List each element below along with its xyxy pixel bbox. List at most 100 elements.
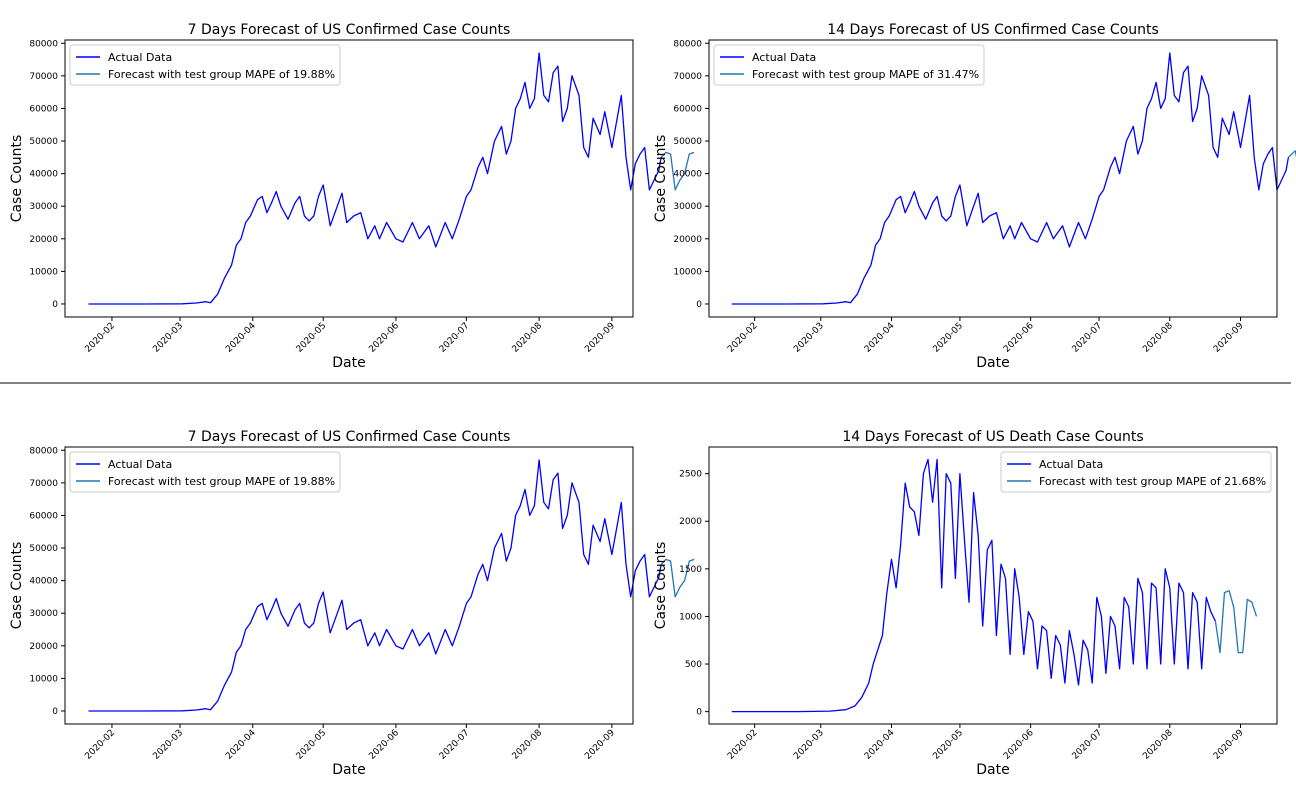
legend: Actual Data Forecast with test group MAPE…	[69, 44, 341, 86]
legend-box	[713, 44, 985, 86]
x-tick-label: 2020-09	[583, 728, 617, 762]
x-axis-label: Date	[976, 762, 1009, 778]
y-tick-label: 60000	[29, 104, 58, 114]
y-tick-label: 70000	[29, 72, 58, 82]
chart-title: 14 Days Forecast of US Death Case Counts	[842, 429, 1143, 445]
chart-panel: 0 10000 20000 30000 40000 50000 60000 70000 8000…	[9, 22, 695, 371]
x-tick-label: 2020-08	[1141, 321, 1175, 355]
x-tick-label: 2020-08	[1141, 728, 1175, 762]
y-tick-label: 20000	[29, 642, 58, 652]
x-axis-label: Date	[332, 355, 365, 371]
x-tick-label: 2020-04	[224, 728, 258, 762]
chart-title: 7 Days Forecast of US Confirmed Case Cou…	[188, 429, 511, 445]
plot-frame	[64, 446, 634, 725]
x-tick-label: 2020-06	[1002, 728, 1036, 762]
y-tick-label: 40000	[673, 170, 702, 180]
y-tick-label: 10000	[29, 267, 58, 277]
y-tick-label: 40000	[29, 577, 58, 587]
plot-frame	[64, 39, 634, 318]
x-tick-label: 2020-05	[931, 728, 965, 762]
x-tick-label: 2020-05	[295, 321, 329, 355]
legend: Actual Data Forecast with test group MAPE…	[69, 451, 341, 493]
y-tick-label: 40000	[29, 170, 58, 180]
x-tick-label: 2020-08	[511, 321, 545, 355]
x-tick-label: 2020-03	[151, 321, 185, 355]
y-tick-label: 80000	[29, 446, 58, 456]
y-tick-label: 30000	[29, 202, 58, 212]
x-tick-label: 2020-07	[438, 728, 472, 762]
series-line-actual	[731, 458, 1216, 713]
y-tick-label: 2500	[679, 470, 702, 480]
legend-entry: Actual Data	[1039, 458, 1103, 471]
x-tick-label: 2020-09	[1212, 728, 1246, 762]
series-line-actual	[88, 459, 662, 712]
series-line-forecast	[1287, 150, 1296, 158]
legend: Actual Data Forecast with test group MAPE…	[713, 44, 985, 86]
x-tick-label: 2020-03	[792, 728, 826, 762]
legend-box	[1000, 451, 1272, 493]
series-line-forecast	[660, 558, 695, 598]
y-tick-label: 30000	[29, 609, 58, 619]
x-tick-label: 2020-08	[511, 728, 545, 762]
x-tick-label: 2020-02	[726, 321, 760, 355]
y-tick-label: 20000	[673, 235, 702, 245]
plot-frame	[708, 446, 1278, 725]
x-tick-label: 2020-06	[367, 728, 401, 762]
series-line-forecast	[1214, 590, 1258, 654]
x-axis-label: Date	[976, 355, 1009, 371]
y-tick-label: 500	[685, 660, 702, 670]
x-tick-label: 2020-02	[726, 728, 760, 762]
y-tick-label: 70000	[29, 479, 58, 489]
y-tick-label: 50000	[29, 544, 58, 554]
x-tick-label: 2020-07	[1071, 321, 1105, 355]
y-tick-label: 70000	[673, 72, 702, 82]
chart-title: 7 Days Forecast of US Confirmed Case Cou…	[188, 22, 511, 38]
plot-frame	[708, 39, 1278, 318]
y-tick-label: 30000	[673, 202, 702, 212]
y-tick-label: 0	[52, 707, 58, 717]
series-line-forecast	[660, 151, 695, 191]
chart-panel: 0 10000 20000 30000 40000 50000 60000 70000 8000…	[9, 429, 695, 778]
y-tick-label: 2000	[679, 517, 702, 527]
x-tick-label: 2020-04	[863, 728, 897, 762]
x-tick-label: 2020-09	[583, 321, 617, 355]
y-tick-label: 0	[696, 300, 702, 310]
legend-entry: Forecast with test group MAPE of 19.88%	[108, 68, 335, 81]
legend-entry: Forecast with test group MAPE of 21.68%	[1039, 475, 1266, 488]
y-tick-label: 80000	[29, 39, 58, 49]
legend-box	[69, 44, 341, 86]
legend-entry: Forecast with test group MAPE of 31.47%	[752, 68, 979, 81]
x-tick-label: 2020-03	[151, 728, 185, 762]
x-tick-label: 2020-04	[863, 321, 897, 355]
legend-entry: Actual Data	[108, 458, 172, 471]
y-tick-label: 60000	[673, 104, 702, 114]
y-tick-label: 0	[696, 708, 702, 718]
y-axis-label: Case Counts	[653, 542, 669, 630]
y-tick-label: 0	[52, 300, 58, 310]
x-tick-label: 2020-09	[1212, 321, 1246, 355]
y-tick-label: 80000	[673, 39, 702, 49]
x-tick-label: 2020-05	[295, 728, 329, 762]
legend-entry: Actual Data	[108, 51, 172, 64]
x-tick-label: 2020-06	[367, 321, 401, 355]
x-tick-label: 2020-06	[1002, 321, 1036, 355]
y-tick-label: 20000	[29, 235, 58, 245]
y-tick-label: 50000	[29, 137, 58, 147]
y-tick-label: 60000	[29, 511, 58, 521]
legend-entry: Actual Data	[752, 51, 816, 64]
series-line-actual	[88, 52, 662, 305]
y-axis-label: Case Counts	[9, 542, 25, 630]
x-tick-label: 2020-04	[224, 321, 258, 355]
y-tick-label: 50000	[673, 137, 702, 147]
x-axis-label: Date	[332, 762, 365, 778]
y-tick-label: 1500	[679, 565, 702, 575]
y-tick-label: 10000	[29, 674, 58, 684]
legend: Actual Data Forecast with test group MAPE…	[1000, 451, 1272, 493]
x-tick-label: 2020-05	[931, 321, 965, 355]
x-tick-label: 2020-02	[83, 728, 117, 762]
chart-title: 14 Days Forecast of US Confirmed Case Co…	[827, 22, 1159, 38]
y-axis-label: Case Counts	[9, 135, 25, 223]
x-tick-label: 2020-07	[1071, 728, 1105, 762]
chart-panel: 0 10000 20000 30000 40000 50000 60000 70000 8000…	[653, 22, 1296, 371]
series-line-actual	[731, 52, 1290, 305]
